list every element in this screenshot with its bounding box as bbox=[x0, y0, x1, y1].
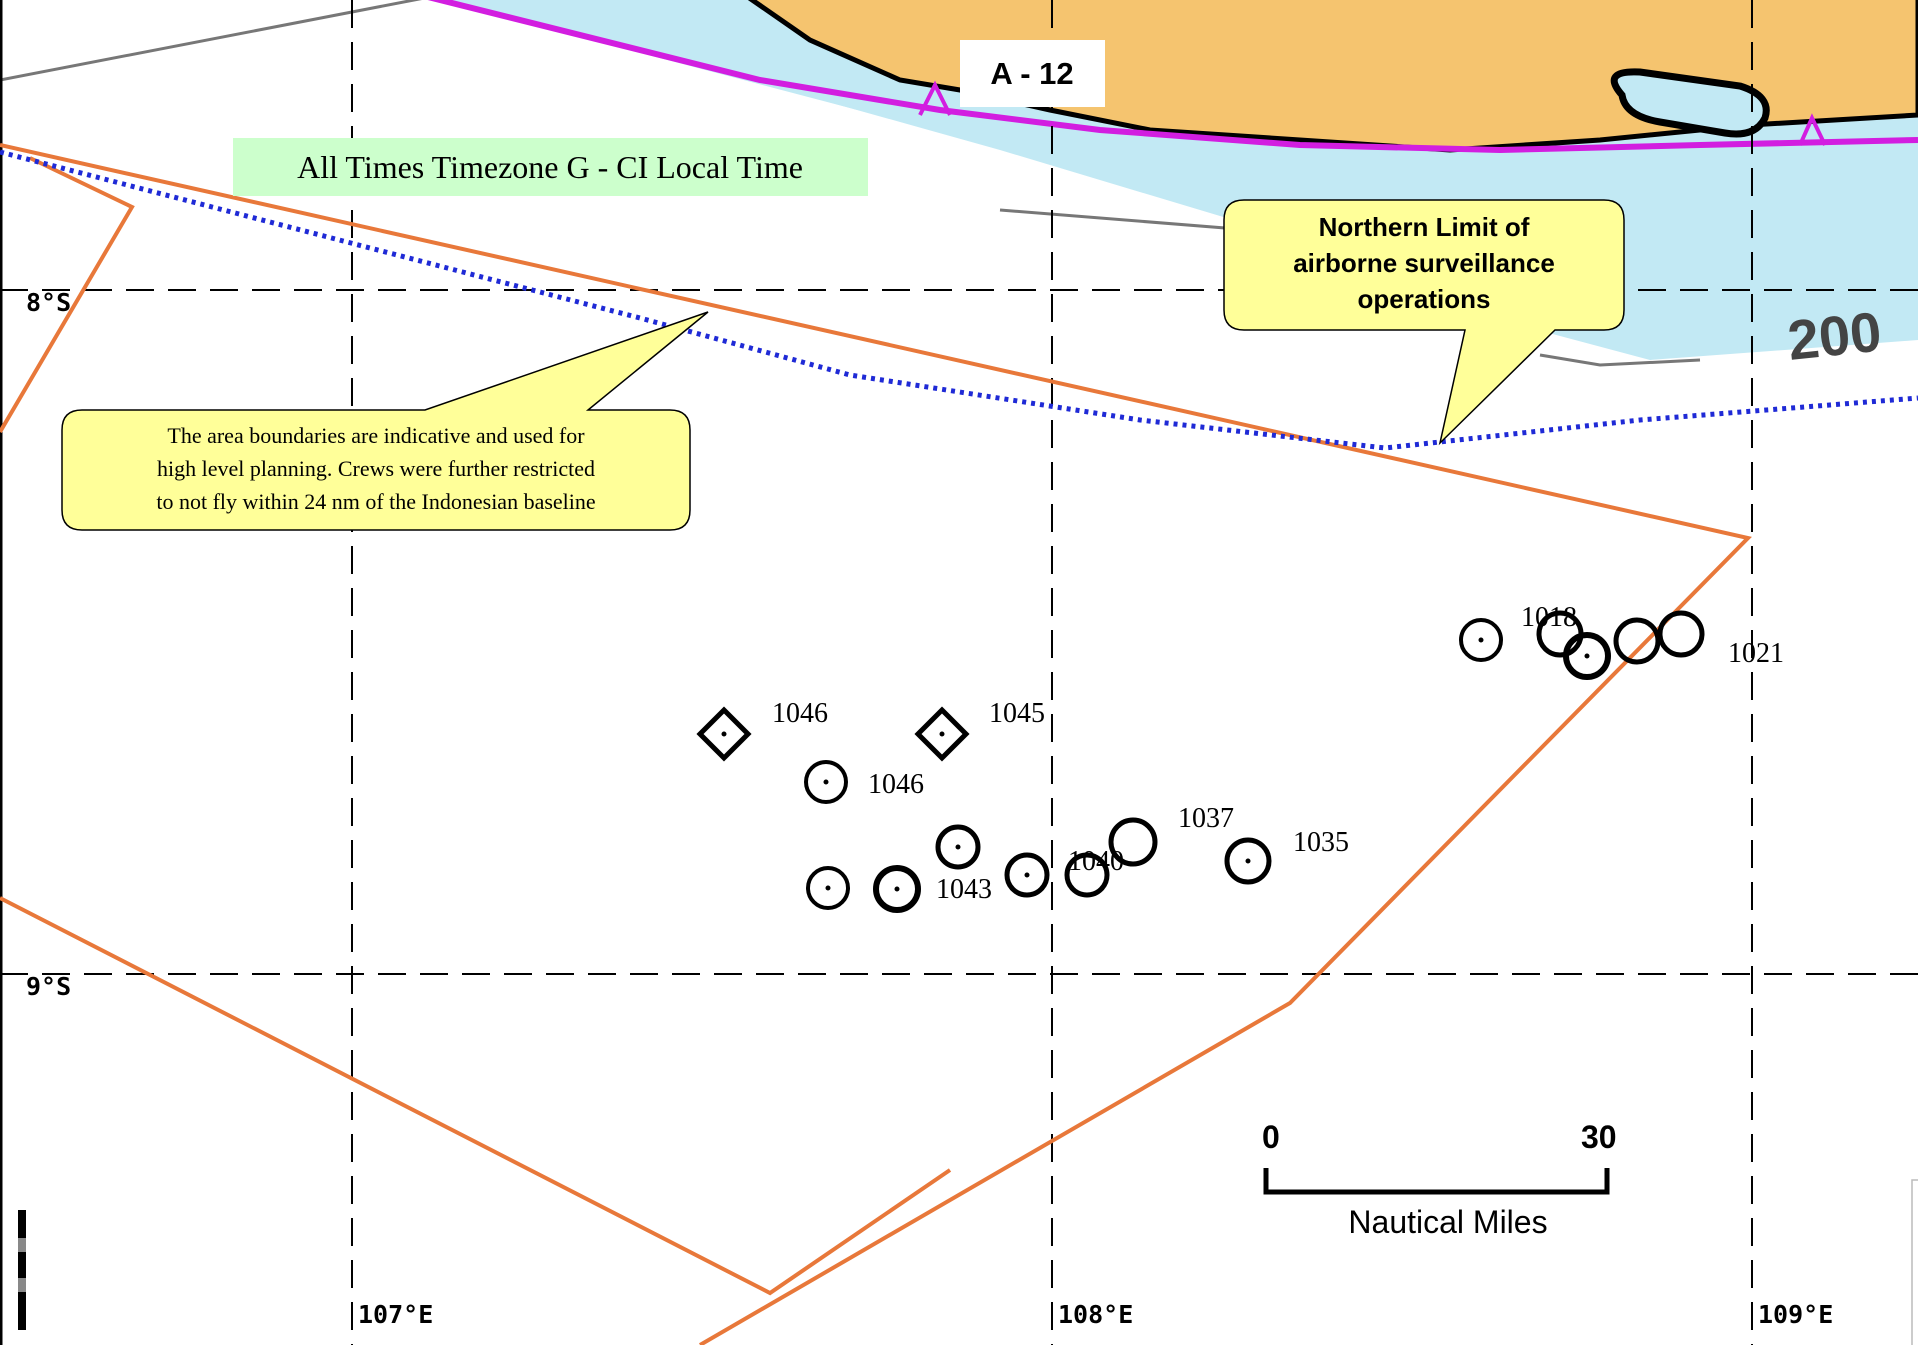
scale-bar: 0 30 Nautical Miles bbox=[1262, 1119, 1617, 1240]
contact-label: 1037 bbox=[1178, 803, 1234, 834]
area-boundaries bbox=[0, 143, 1752, 1345]
callout-bubble bbox=[1223, 199, 1625, 446]
contact-circle-marker bbox=[1064, 852, 1110, 898]
longitude-label-107e: 107°E bbox=[358, 1300, 433, 1329]
scale-unit-label: Nautical Miles bbox=[1348, 1204, 1547, 1240]
contact-circle-marker bbox=[873, 865, 921, 913]
area-boundary-southwest bbox=[0, 896, 952, 1296]
island bbox=[1610, 68, 1770, 138]
edge-panel bbox=[1911, 1179, 1918, 1345]
boundary-note-callout: The area boundaries are indicative and u… bbox=[61, 311, 709, 531]
surveillance-limit-line bbox=[0, 149, 1918, 451]
contact-label: 1045 bbox=[989, 698, 1045, 729]
contact-label: 1018 bbox=[1521, 602, 1577, 633]
contact-circle-marker bbox=[935, 824, 981, 870]
contact-label: 1021 bbox=[1728, 638, 1784, 669]
longitude-label-109e: 109°E bbox=[1758, 1300, 1833, 1329]
contact-circle-marker bbox=[806, 866, 850, 910]
longitude-label-108e: 108°E bbox=[1058, 1300, 1133, 1329]
contact-circle-marker bbox=[1563, 632, 1611, 680]
note-line-1: The area boundaries are indicative and u… bbox=[167, 423, 585, 448]
area-label-box bbox=[960, 40, 1105, 107]
callout-line-2: airborne surveillance bbox=[1293, 248, 1555, 278]
area-boundary-west bbox=[0, 156, 135, 434]
contact-markers bbox=[696, 610, 1705, 913]
depth-contour-label: 200 bbox=[1785, 300, 1885, 372]
contact-circle-marker bbox=[1004, 852, 1050, 898]
contact-diamond-marker bbox=[914, 706, 970, 762]
contact-label: 1046 bbox=[868, 769, 924, 800]
area-boundary-line bbox=[0, 143, 1752, 1345]
note-line-2: high level planning. Crews were further … bbox=[157, 456, 595, 481]
contact-circle-marker bbox=[804, 760, 848, 804]
contact-label: 1035 bbox=[1293, 827, 1349, 858]
contact-circle-marker bbox=[1108, 817, 1158, 867]
contact-label: 1046 bbox=[772, 698, 828, 729]
timezone-note-box bbox=[233, 138, 868, 196]
scale-end-label: 30 bbox=[1581, 1119, 1617, 1155]
contact-labels: 1046 1045 1046 1043 1040 1037 1035 1018 … bbox=[772, 602, 1784, 905]
latitude-label-8s: 8°S bbox=[26, 288, 71, 317]
contact-label: 1040 bbox=[1068, 846, 1124, 877]
contact-circle-marker bbox=[1459, 618, 1503, 662]
contact-circle-marker bbox=[1657, 610, 1705, 658]
area-label: A - 12 bbox=[990, 56, 1073, 91]
baseline-line bbox=[427, 0, 1918, 154]
baseline-marker bbox=[918, 80, 1827, 146]
contact-circle-marker bbox=[1224, 837, 1272, 885]
contact-diamond-marker bbox=[696, 706, 752, 762]
contact-label: 1043 bbox=[936, 874, 992, 905]
note-line-3: to not fly within 24 nm of the Indonesia… bbox=[156, 489, 595, 514]
edge-ruler bbox=[18, 1210, 26, 1330]
latitude-label-9s: 9°S bbox=[26, 972, 71, 1001]
scale-start-label: 0 bbox=[1262, 1119, 1280, 1155]
timezone-note: All Times Timezone G - CI Local Time bbox=[297, 149, 803, 185]
callout-line-3: operations bbox=[1358, 284, 1491, 314]
northern-limit-callout: Northern Limit of airborne surveillance … bbox=[1223, 199, 1625, 446]
land-mass bbox=[747, 0, 1918, 153]
scale-bar-line bbox=[1263, 1168, 1610, 1195]
callout-line-1: Northern Limit of bbox=[1319, 212, 1530, 242]
callout-bubble bbox=[61, 311, 709, 531]
contact-label-backdrop bbox=[1288, 818, 1376, 866]
contact-circle-marker bbox=[1613, 617, 1661, 665]
